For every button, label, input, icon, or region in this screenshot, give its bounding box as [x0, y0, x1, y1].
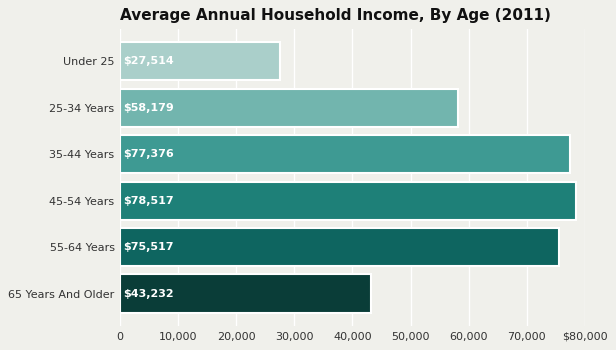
Bar [120, 42, 280, 80]
Text: $58,179: $58,179 [124, 103, 174, 113]
Text: $75,517: $75,517 [124, 242, 174, 252]
Text: $27,514: $27,514 [124, 56, 174, 66]
Text: $77,376: $77,376 [124, 149, 174, 159]
Bar [120, 274, 371, 313]
Bar [120, 135, 570, 173]
Bar [120, 89, 458, 127]
Text: $43,232: $43,232 [124, 288, 174, 299]
Text: $78,517: $78,517 [124, 196, 174, 205]
Bar [120, 182, 576, 220]
Text: Average Annual Household Income, By Age (2011): Average Annual Household Income, By Age … [120, 8, 551, 23]
Bar [120, 228, 559, 266]
